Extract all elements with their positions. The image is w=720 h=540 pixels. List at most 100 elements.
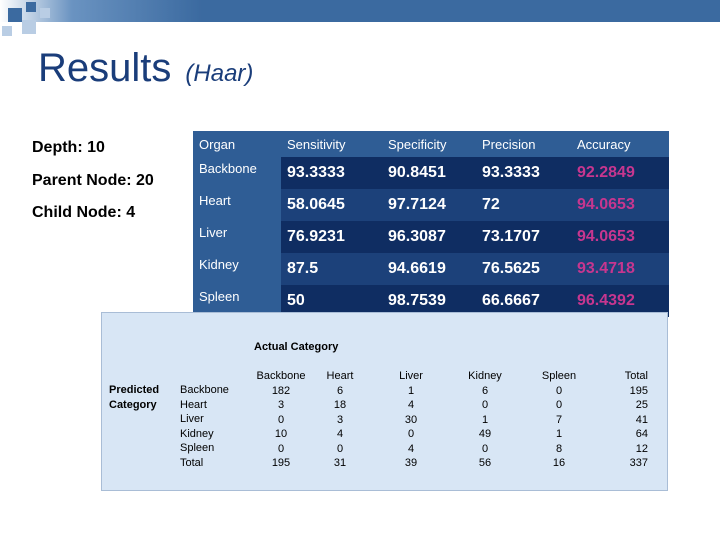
matrix-cell: 1 — [555, 428, 563, 440]
confusion-column: Heart 6 18 3 4 0 31 — [320, 369, 360, 471]
row-label: Liver — [180, 413, 204, 425]
matrix-cell: 12 — [635, 442, 648, 455]
title-text: Results — [38, 46, 172, 90]
column-header: Heart — [326, 370, 354, 382]
metrics-header-row: Organ Sensitivity Specificity Precision … — [193, 131, 669, 157]
matrix-cell: 182 — [271, 384, 291, 397]
confusion-caption: Actual Category — [254, 341, 339, 353]
confusion-row-labels: Backbone Heart Liver Kidney Spleen Total — [180, 383, 229, 470]
matrix-cell: 6 — [481, 384, 489, 397]
precision-cell: 72 — [476, 189, 571, 221]
sensitivity-cell: 50 — [281, 285, 382, 317]
precision-cell: 73.1707 — [476, 221, 571, 253]
matrix-cell: 0 — [555, 384, 563, 397]
matrix-cell: 0 — [407, 428, 415, 440]
organ-cell: Liver — [193, 221, 281, 253]
confusion-column: Liver 1 4 30 0 4 39 — [391, 369, 431, 471]
predicted-label-line: Category — [109, 399, 157, 411]
table-row: Backbone 93.3333 90.8451 93.3333 92.2849 — [193, 157, 669, 189]
header-organ: Organ — [193, 131, 281, 157]
column-header: Total — [624, 370, 648, 382]
matrix-cell: 6 — [336, 384, 344, 397]
column-header: Spleen — [541, 370, 577, 382]
confusion-column: Kidney 6 0 1 49 0 56 — [463, 369, 507, 471]
matrix-cell: 0 — [277, 413, 285, 426]
confusion-column: Spleen 0 0 7 1 8 16 — [537, 369, 581, 471]
matrix-cell: 30 — [404, 413, 418, 426]
matrix-cell: 18 — [333, 399, 347, 411]
header-sensitivity: Sensitivity — [281, 131, 382, 157]
matrix-cell: 0 — [481, 442, 489, 455]
table-row: Liver 76.9231 96.3087 73.1707 94.0653 — [193, 221, 669, 253]
matrix-cell: 49 — [478, 428, 492, 440]
row-label: Total — [180, 456, 204, 469]
row-label: Spleen — [180, 442, 215, 454]
sensitivity-cell: 76.9231 — [281, 221, 382, 253]
column-header: Backbone — [256, 370, 306, 382]
matrix-cell: 0 — [481, 399, 489, 411]
decor-square — [22, 20, 36, 34]
matrix-cell: 1 — [407, 384, 415, 397]
organ-cell: Backbone — [193, 157, 281, 189]
matrix-cell: 4 — [336, 428, 344, 440]
confusion-matrix: Actual Category Predicted Category Backb… — [101, 312, 668, 491]
decor-square — [2, 26, 12, 36]
decor-square — [8, 8, 22, 22]
organ-cell: Kidney — [193, 253, 281, 285]
accuracy-cell: 96.4392 — [571, 285, 669, 317]
confusion-column: Backbone 182 3 0 10 0 195 — [252, 369, 310, 471]
table-row: Heart 58.0645 97.7124 72 94.0653 — [193, 189, 669, 221]
matrix-cell: 3 — [277, 399, 285, 411]
column-header: Kidney — [468, 370, 502, 382]
matrix-cell: 25 — [635, 399, 648, 411]
header-accuracy: Accuracy — [571, 131, 669, 157]
accuracy-cell: 92.2849 — [571, 157, 669, 189]
matrix-cell: 0 — [555, 399, 563, 411]
decor-square — [26, 2, 36, 12]
matrix-cell: 39 — [404, 457, 418, 469]
matrix-cell: 195 — [629, 384, 648, 397]
row-label: Heart — [180, 398, 207, 411]
precision-cell: 93.3333 — [476, 157, 571, 189]
header-specificity: Specificity — [382, 131, 476, 157]
header-precision: Precision — [476, 131, 571, 157]
param-depth: Depth: 10 — [32, 139, 105, 156]
sensitivity-cell: 58.0645 — [281, 189, 382, 221]
specificity-cell: 96.3087 — [382, 221, 476, 253]
matrix-cell: 31 — [333, 457, 347, 469]
specificity-cell: 97.7124 — [382, 189, 476, 221]
matrix-cell: 1 — [481, 413, 489, 426]
param-parent-node: Parent Node: 20 — [32, 172, 154, 189]
accuracy-cell: 94.0653 — [571, 221, 669, 253]
row-label: Backbone — [180, 384, 229, 396]
precision-cell: 66.6667 — [476, 285, 571, 317]
predicted-label-line: Predicted — [109, 384, 160, 396]
slide-title: Results (Haar) — [38, 46, 253, 91]
organ-cell: Spleen — [193, 285, 281, 317]
decor-square — [40, 8, 50, 18]
specificity-cell: 94.6619 — [382, 253, 476, 285]
title-subtitle: (Haar) — [185, 60, 254, 87]
matrix-cell: 4 — [407, 442, 415, 455]
matrix-cell: 8 — [555, 442, 563, 455]
matrix-cell: 7 — [555, 413, 563, 426]
top-banner — [0, 0, 720, 22]
accuracy-cell: 93.4718 — [571, 253, 669, 285]
matrix-cell: 3 — [336, 413, 344, 426]
metrics-table: Organ Sensitivity Specificity Precision … — [193, 131, 669, 317]
matrix-cell: 10 — [274, 428, 288, 440]
matrix-cell: 64 — [635, 428, 648, 440]
organ-cell: Heart — [193, 189, 281, 221]
table-row: Kidney 87.5 94.6619 76.5625 93.4718 — [193, 253, 669, 285]
matrix-cell: 4 — [407, 399, 415, 411]
matrix-cell: 16 — [552, 457, 566, 469]
column-header: Liver — [399, 370, 423, 382]
predicted-category-label: Predicted Category — [109, 383, 159, 413]
accuracy-cell: 94.0653 — [571, 189, 669, 221]
table-row: Spleen 50 98.7539 66.6667 96.4392 — [193, 285, 669, 317]
sensitivity-cell: 87.5 — [281, 253, 382, 285]
confusion-column: Total 195 25 41 64 12 337 — [604, 369, 648, 471]
specificity-cell: 98.7539 — [382, 285, 476, 317]
matrix-cell: 56 — [478, 457, 492, 469]
matrix-cell: 337 — [629, 457, 648, 469]
